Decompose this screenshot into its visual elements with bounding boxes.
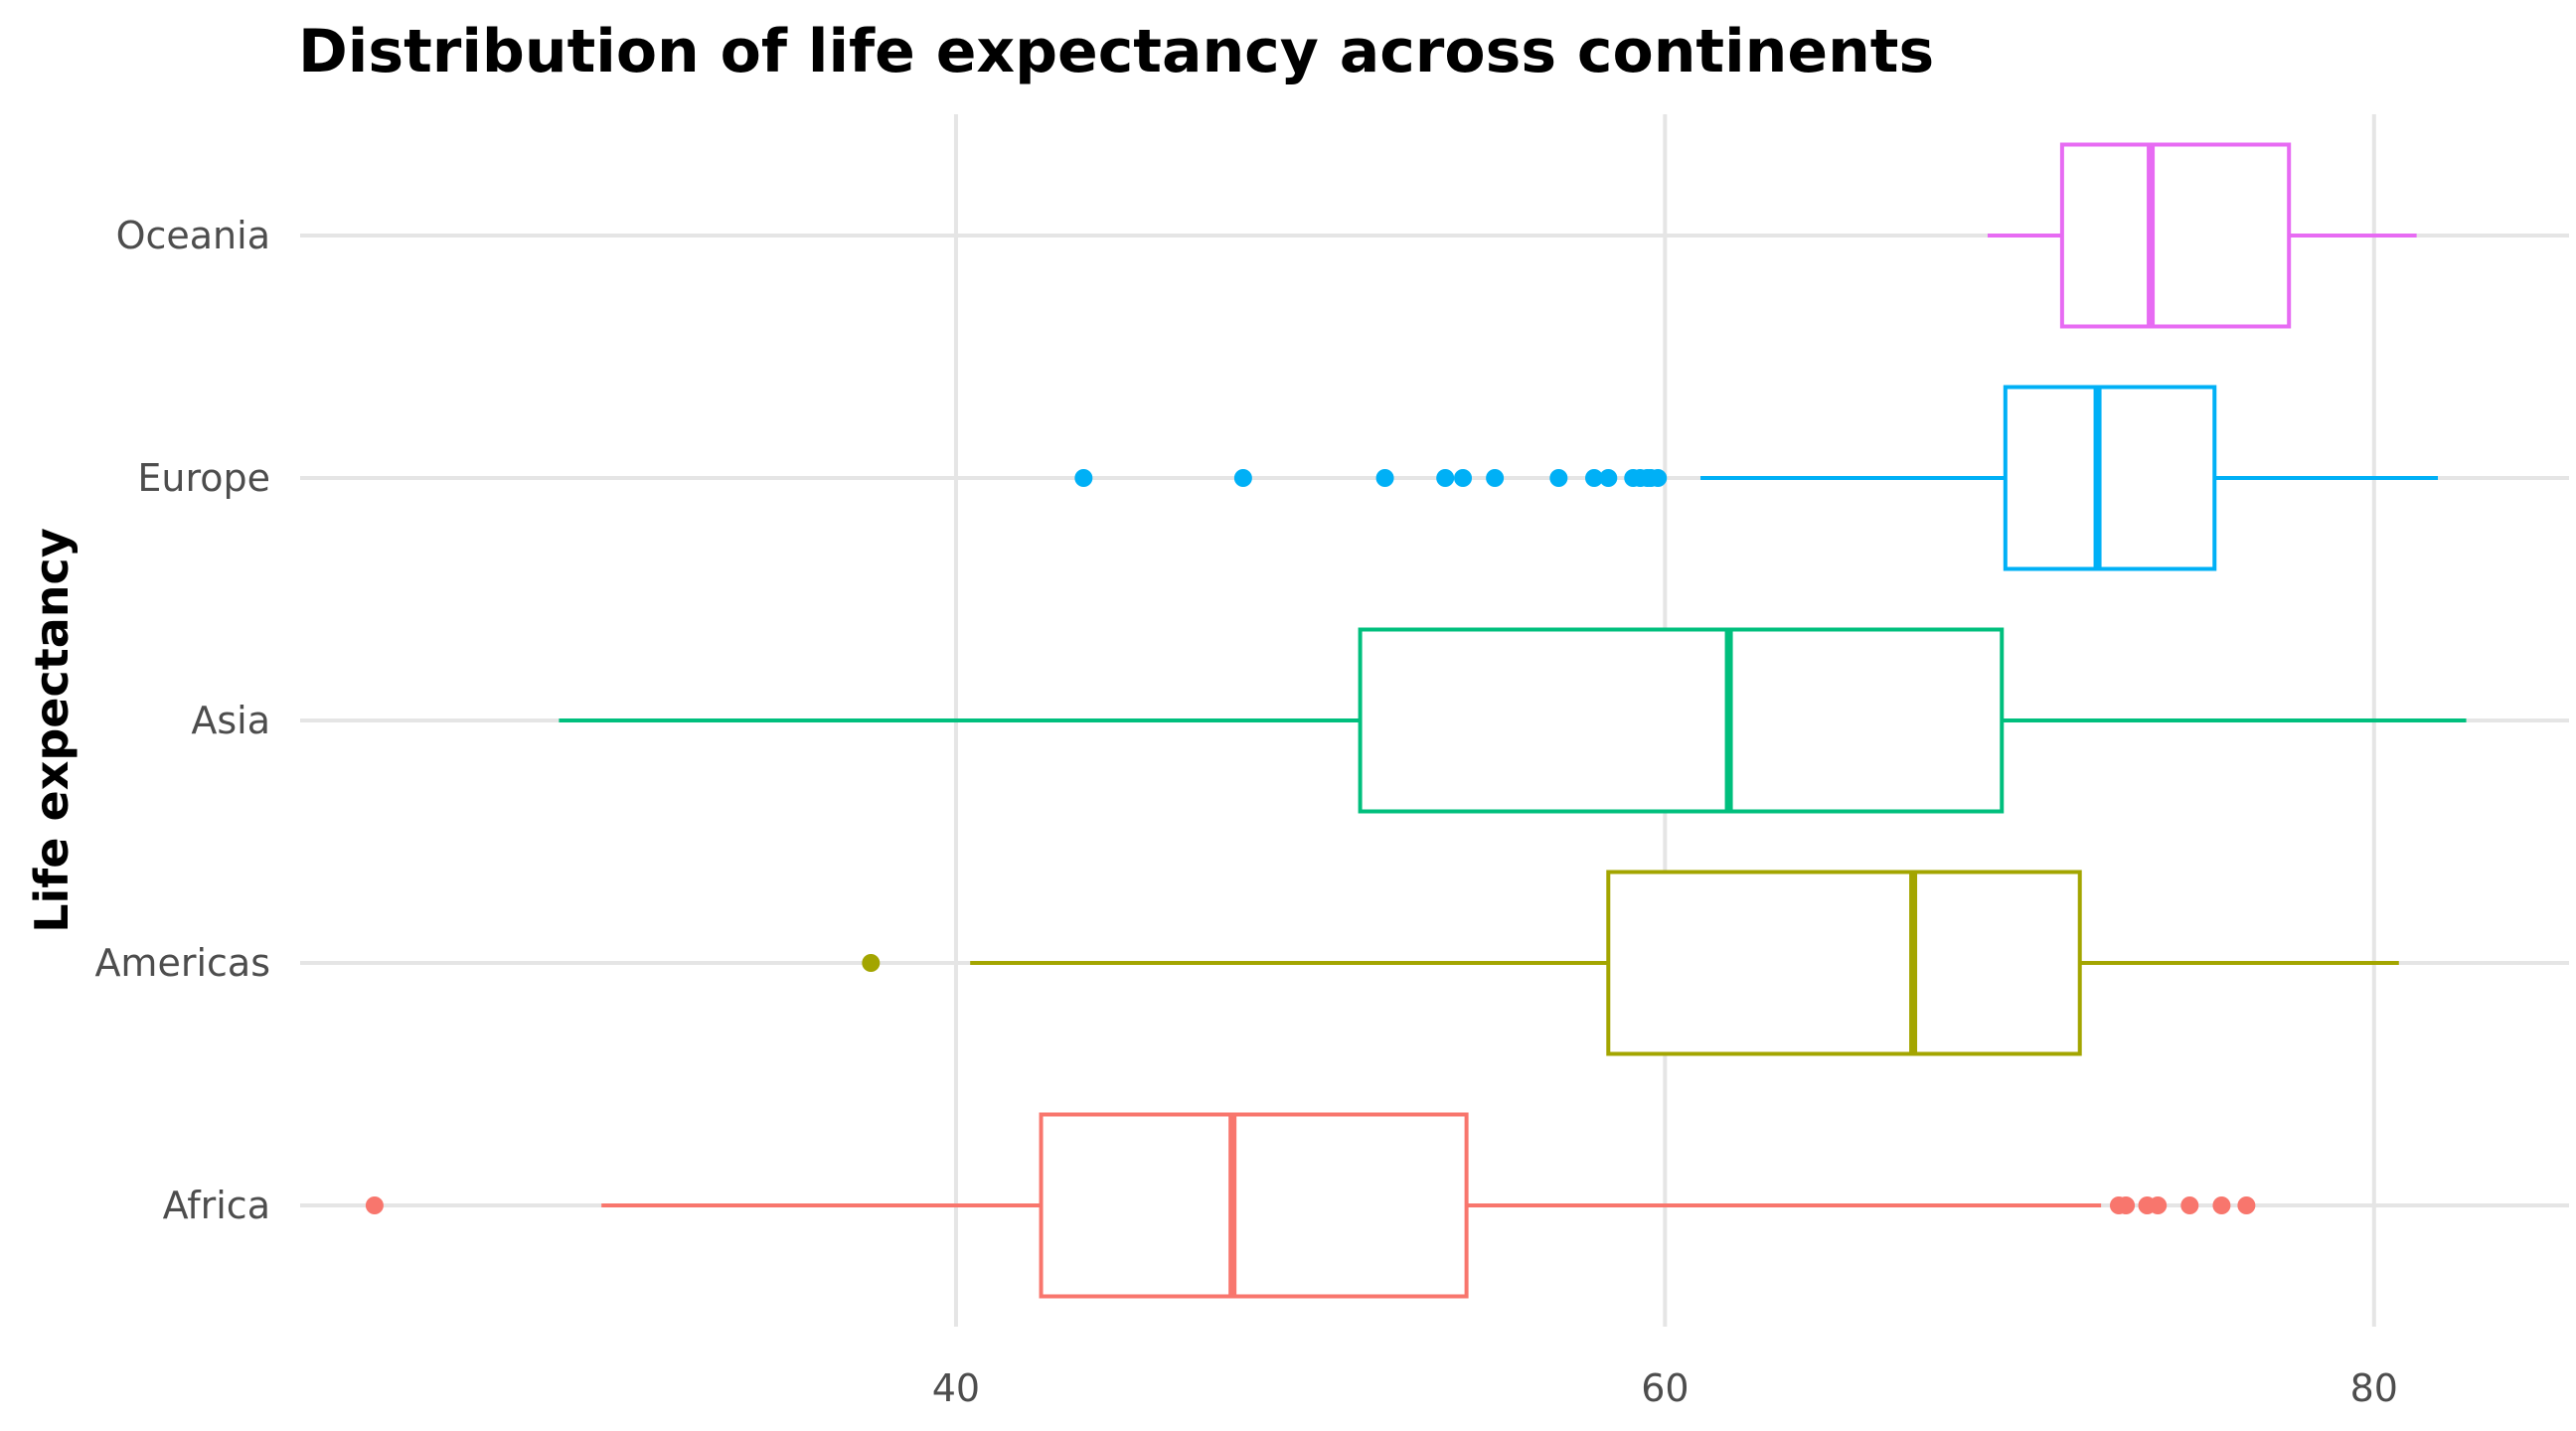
box-group-americas	[862, 870, 2399, 1056]
outlier-point	[2117, 1196, 2136, 1214]
outlier-point	[1375, 469, 1394, 487]
y-tick-label: Asia	[191, 699, 270, 742]
outlier-point	[862, 954, 881, 972]
box-group-africa	[365, 1112, 2256, 1299]
x-tick-label: 40	[932, 1366, 980, 1410]
x-tick-label: 60	[1641, 1366, 1689, 1410]
outlier-point	[1599, 469, 1618, 487]
outlier-point	[2212, 1196, 2231, 1214]
outlier-point	[1074, 469, 1093, 487]
outlier-point	[1436, 469, 1455, 487]
y-tick-label: Americas	[94, 941, 270, 985]
y-axis-label: Life expectancy	[25, 528, 79, 933]
chart-title: Distribution of life expectancy across c…	[298, 17, 1934, 86]
outlier-point	[1486, 469, 1505, 487]
y-tick-label: Africa	[163, 1184, 270, 1227]
y-tick-label: Europe	[137, 456, 270, 500]
box-iqr	[2059, 142, 2292, 329]
box-iqr	[1039, 1112, 1469, 1299]
box-group-europe	[1074, 385, 2439, 571]
outlier-point	[1585, 469, 1604, 487]
box-iqr	[1606, 870, 2082, 1056]
x-tick-label: 80	[2350, 1366, 2398, 1410]
outlier-point	[365, 1196, 384, 1214]
boxes	[365, 142, 2467, 1299]
outlier-point	[1549, 469, 1568, 487]
box-iqr	[2003, 385, 2217, 571]
outlier-point	[1649, 469, 1668, 487]
outlier-point	[1454, 469, 1473, 487]
tick-labels: 40 60 80 Africa Americas Asia Europe Oceania	[94, 214, 2398, 1410]
box-group-oceania	[1987, 142, 2417, 329]
outlier-point	[2180, 1196, 2199, 1214]
outlier-point	[1233, 469, 1252, 487]
box-group-asia	[559, 627, 2467, 814]
box-iqr	[1358, 627, 2005, 814]
outlier-point	[2149, 1196, 2168, 1214]
y-tick-label: Oceania	[116, 214, 270, 257]
outlier-point	[2237, 1196, 2256, 1214]
